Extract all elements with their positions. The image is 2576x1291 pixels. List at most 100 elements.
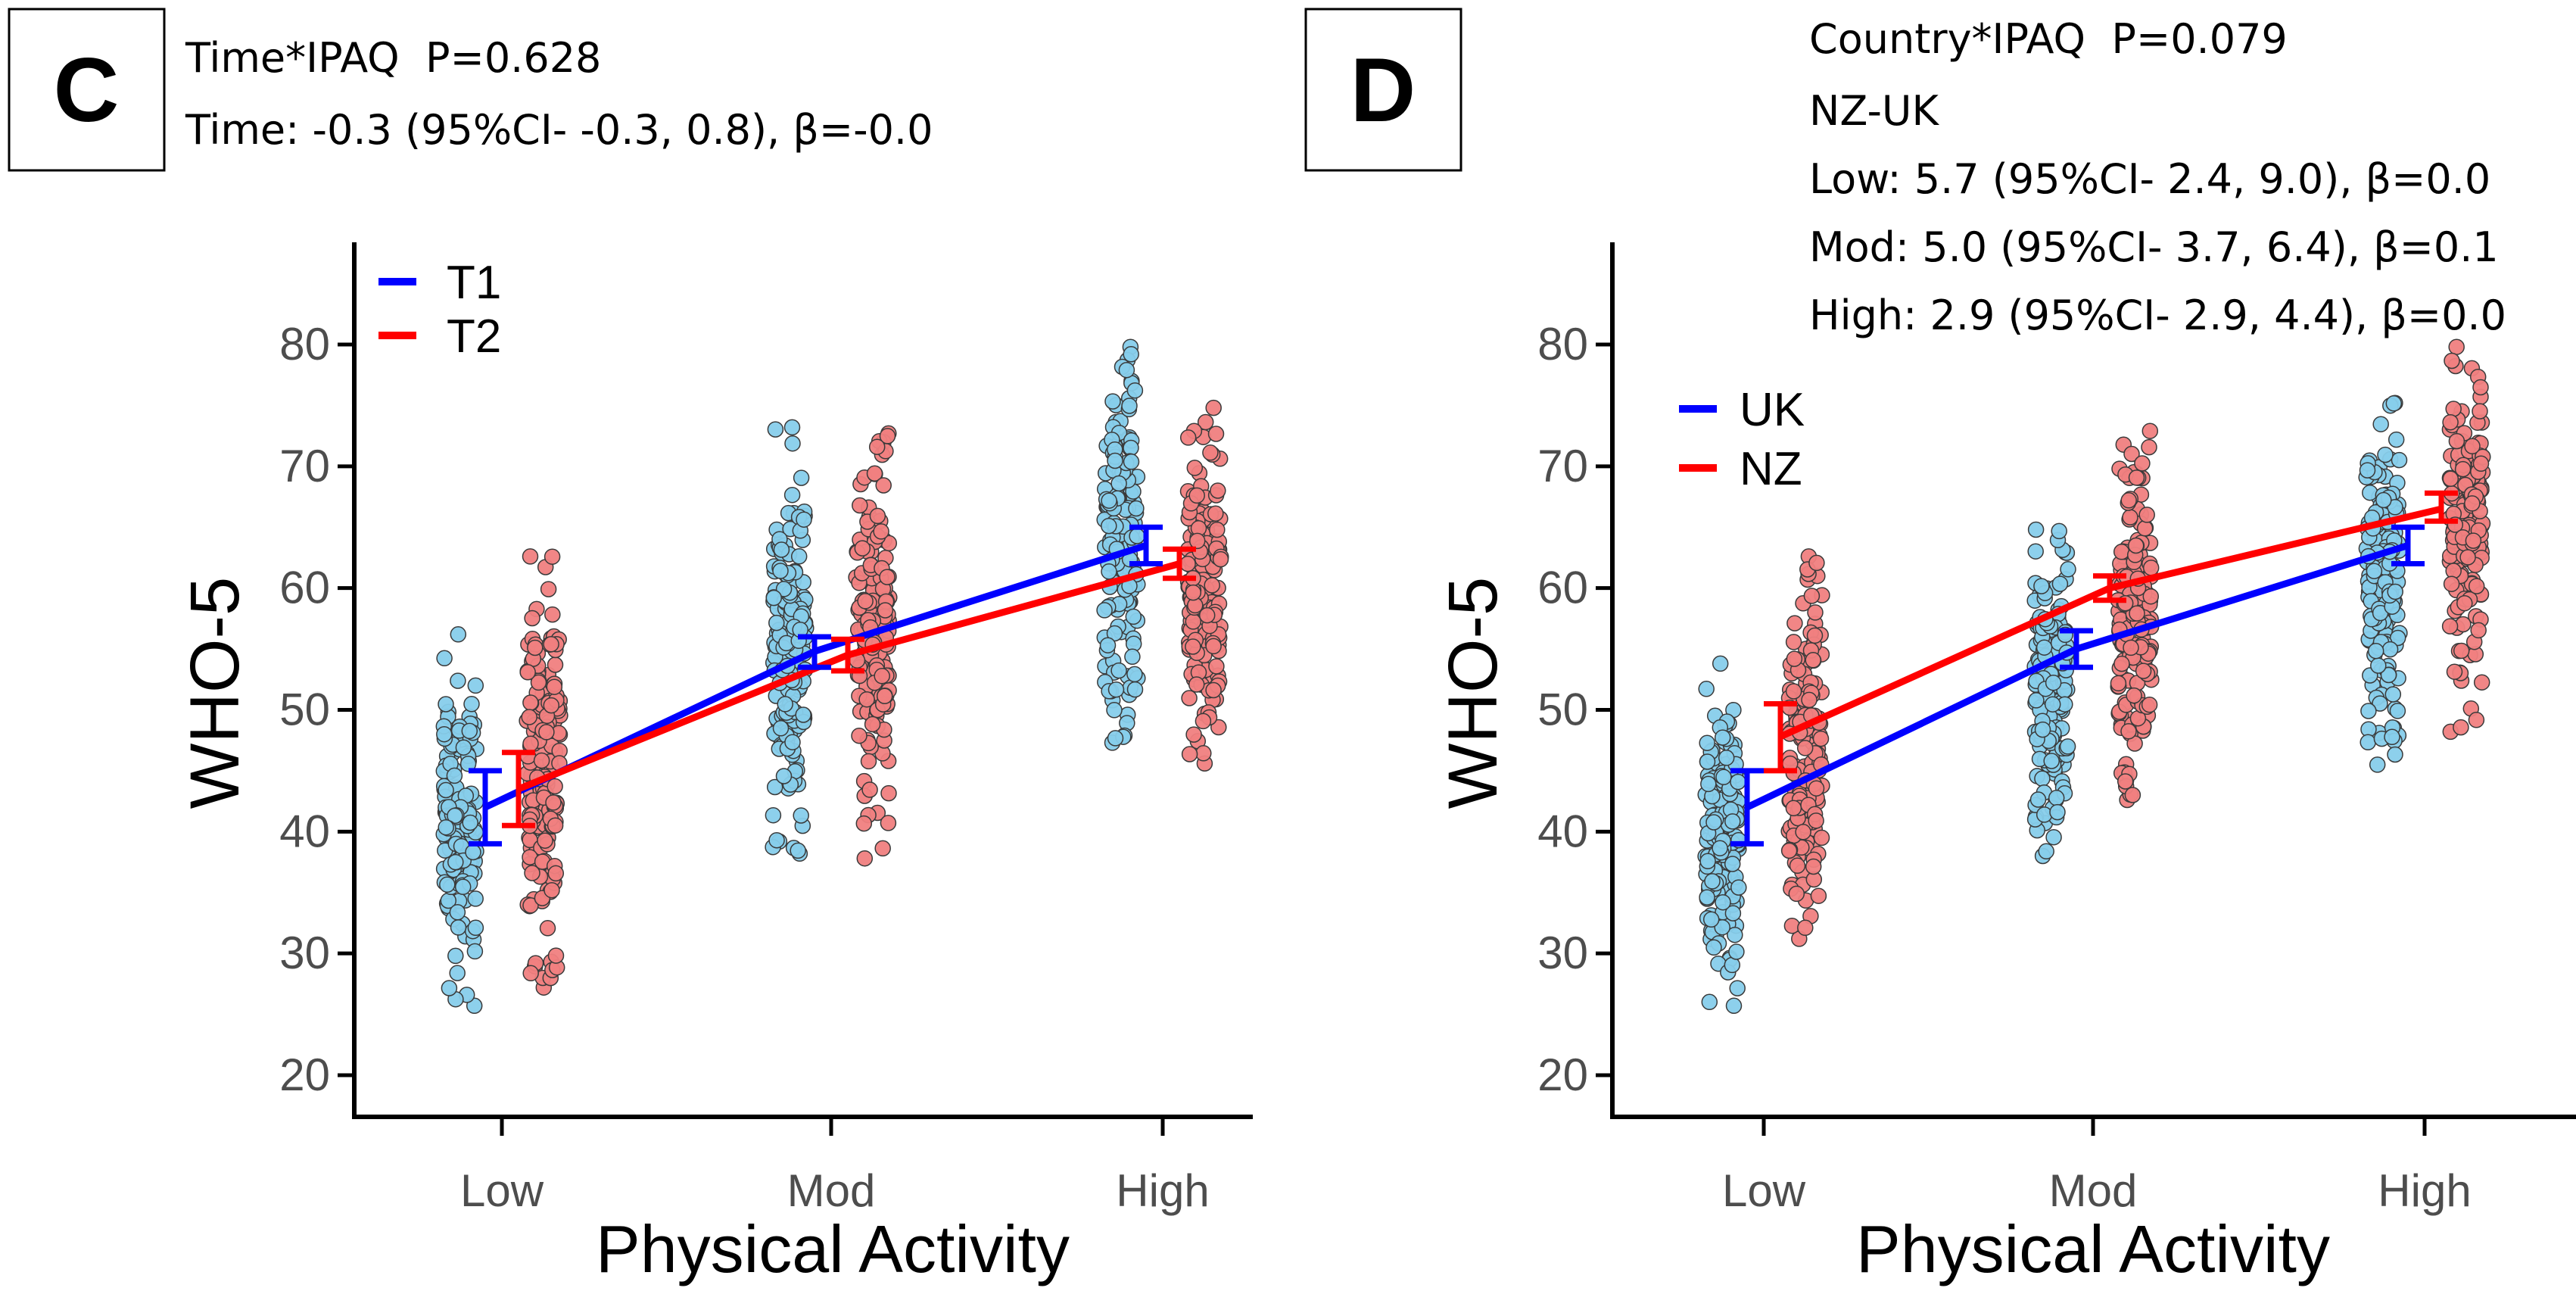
scatter-point-t1	[1107, 730, 1124, 747]
scatter-point-nz	[2444, 352, 2460, 370]
scatter-point-nz	[1785, 800, 1802, 817]
scatter-point-t2	[1205, 399, 1222, 416]
mean-line-uk	[1746, 542, 2409, 811]
scatter-point-nz	[2442, 470, 2459, 488]
scatter-point-t1	[1128, 500, 1145, 517]
plot-d-legend: UK NZ	[1679, 384, 1805, 495]
legend-label-nz: NZ	[1740, 443, 1802, 495]
scatter-point-nz	[2120, 492, 2137, 509]
scatter-point-t2	[540, 581, 557, 597]
scatter-point-uk	[2059, 738, 2076, 755]
error-bar-t1-high	[1129, 524, 1163, 566]
scatter-point-uk	[1724, 905, 1742, 921]
scatter-point-uk	[1700, 775, 1717, 793]
scatter-point-nz	[1808, 812, 1824, 829]
scatter-point-nz	[2123, 639, 2139, 656]
scatter-point-uk	[2367, 642, 2384, 660]
scatter-point-t1	[1118, 361, 1135, 379]
y-tick-label: 60	[279, 563, 330, 613]
scatter-point-t1	[467, 890, 484, 907]
x-tick-label-high: High	[1116, 1165, 1209, 1216]
scatter-point-t2	[860, 753, 877, 770]
scatter-point-uk	[2389, 703, 2406, 719]
scatter-point-t1	[450, 919, 467, 936]
scatter-point-nz	[2472, 455, 2490, 472]
scatter-point-t1	[795, 706, 811, 723]
scatter-point-uk	[1698, 681, 1715, 697]
scatter-point-t1	[1125, 608, 1142, 625]
scatter-point-uk	[1705, 814, 1722, 831]
scatter-point-nz	[1813, 829, 1830, 847]
scatter-point-t2	[1188, 487, 1205, 504]
scatter-point-nz	[1780, 842, 1798, 859]
scatter-point-t1	[436, 650, 453, 667]
scatter-point-t2	[879, 569, 896, 585]
scatter-point-t2	[854, 540, 871, 557]
scatter-point-t2	[1185, 613, 1202, 630]
scatter-point-t2	[537, 832, 553, 849]
scatter-point-t2	[852, 497, 868, 514]
scatter-point-t1	[1101, 492, 1117, 509]
scatter-point-t2	[1210, 719, 1227, 736]
scatter-point-t2	[547, 865, 565, 882]
scatter-point-uk	[2375, 491, 2392, 509]
panel-d-interaction-stat: Country*IPAQ P=0.079	[1809, 15, 2288, 63]
scatter-point-uk	[1699, 734, 1715, 751]
legend-label-t1: T1	[447, 257, 501, 309]
scatter-point-uk	[2034, 721, 2051, 738]
scatter-point-nz	[1810, 887, 1827, 904]
scatter-point-t1	[454, 878, 472, 896]
scatter-point-t1	[1121, 398, 1138, 414]
scatter-point-uk	[2388, 431, 2405, 448]
scatter-point-uk	[2391, 451, 2408, 469]
scatter-point-t2	[1185, 584, 1202, 601]
scatter-point-nz	[2117, 773, 2134, 790]
scatter-point-t2	[873, 523, 889, 540]
y-tick-label: 50	[279, 684, 330, 735]
scatter-point-nz	[2134, 455, 2151, 472]
scatter-point-uk	[2384, 728, 2400, 746]
scatter-point-t2	[1209, 521, 1226, 538]
plot-d-y-axis-label: WHO-5	[1434, 577, 1512, 809]
scatter-point-uk	[2027, 543, 2044, 560]
scatter-point-t1	[1124, 648, 1141, 666]
scatter-point-uk	[2036, 639, 2053, 656]
scatter-point-t1	[775, 768, 793, 784]
scatter-point-t1	[1107, 681, 1125, 698]
panel-d-letter-box	[1304, 8, 1462, 172]
panel-c-letter: C	[54, 39, 120, 141]
scatter-point-t1	[447, 807, 463, 825]
panel-d-contrast-label: NZ-UK	[1809, 87, 1939, 135]
panel-d: D Country*IPAQ P=0.079 NZ-UK Low: 5.7 (9…	[1304, 8, 2576, 1286]
plot-d-y-ticks: 20 30 40 50 60 70 80	[1537, 319, 1612, 1100]
scatter-point-t1	[467, 677, 484, 694]
scatter-point-uk	[2359, 462, 2376, 479]
scatter-point-uk	[1729, 980, 1746, 996]
scatter-point-uk	[1704, 873, 1721, 890]
scatter-point-t1	[447, 853, 464, 871]
scatter-point-t1	[1126, 681, 1144, 698]
scatter-point-t2	[875, 477, 892, 494]
scatter-point-t1	[439, 876, 456, 893]
scatter-point-t1	[450, 626, 467, 643]
scatter-point-t1	[783, 419, 801, 436]
plot-c-x-ticks: Low Mod High	[460, 1117, 1210, 1216]
scatter-point-t2	[864, 716, 881, 733]
scatter-point-t2	[543, 636, 559, 653]
scatter-point-t1	[1101, 563, 1117, 580]
scatter-point-t1	[1129, 528, 1145, 544]
scatter-point-t2	[880, 815, 897, 831]
plot-c-y-ticks: 20 30 40 50 60 70 80	[279, 319, 354, 1100]
scatter-point-t2	[530, 674, 547, 691]
scatter-point-nz	[2448, 432, 2465, 450]
scatter-point-t1	[1123, 346, 1139, 363]
scatter-point-t2	[545, 794, 562, 811]
scatter-point-nz	[1786, 650, 1803, 667]
error-bar-t2-high	[1163, 546, 1196, 582]
scatter-point-t1	[793, 469, 810, 486]
plot-d-scatter-points	[1697, 338, 2491, 1015]
scatter-point-nz	[1805, 652, 1821, 669]
scatter-point-nz	[2141, 423, 2159, 439]
scatter-point-nz	[2456, 594, 2473, 612]
